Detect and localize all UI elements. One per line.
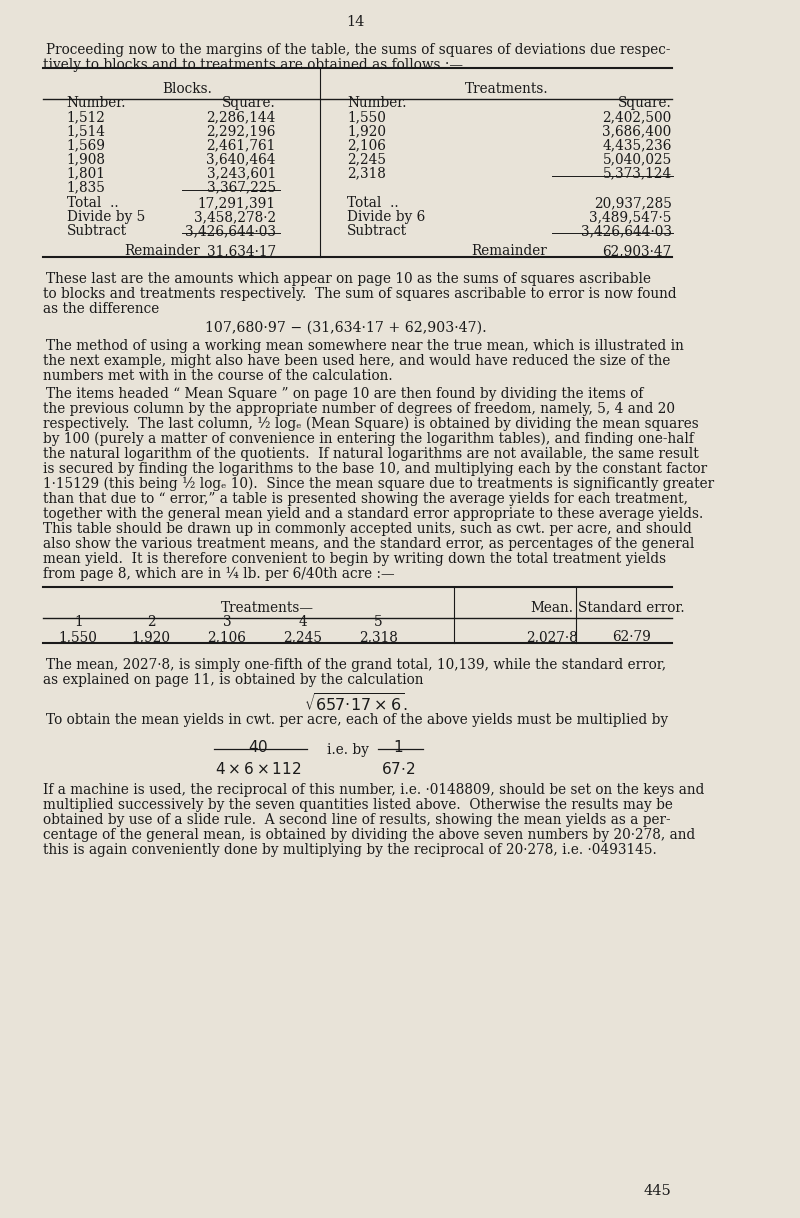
Text: 20,937,285: 20,937,285: [594, 196, 672, 209]
Text: obtained by use of a slide rule.  A second line of results, showing the mean yie: obtained by use of a slide rule. A secon…: [42, 812, 670, 827]
Text: from page 8, which are in ¼ lb. per 6/40th acre :—: from page 8, which are in ¼ lb. per 6/40…: [42, 568, 394, 581]
Text: 1,801: 1,801: [66, 166, 106, 180]
Text: Remainder: Remainder: [471, 244, 547, 258]
Text: Proceeding now to the margins of the table, the sums of squares of deviations du: Proceeding now to the margins of the tab…: [46, 43, 670, 57]
Text: 3,489,547·5: 3,489,547·5: [590, 209, 672, 224]
Text: Remainder: Remainder: [125, 244, 200, 258]
Text: $67{\cdot}2$: $67{\cdot}2$: [382, 761, 416, 777]
Text: multiplied successively by the seven quantities listed above.  Otherwise the res: multiplied successively by the seven qua…: [42, 798, 673, 812]
Text: Subtract: Subtract: [66, 224, 127, 238]
Text: 1,835: 1,835: [66, 180, 106, 194]
Text: Total  ..: Total ..: [347, 196, 398, 209]
Text: 3,686,400: 3,686,400: [602, 124, 672, 138]
Text: Square.: Square.: [222, 96, 276, 110]
Text: 3,640,464: 3,640,464: [206, 152, 276, 166]
Text: as explained on page 11, is obtained by the calculation: as explained on page 11, is obtained by …: [42, 674, 423, 687]
Text: this is again conveniently done by multiplying by the reciprocal of 20·278, i.e.: this is again conveniently done by multi…: [42, 843, 657, 857]
Text: This table should be drawn up in commonly accepted units, such as cwt. per acre,: This table should be drawn up in commonl…: [42, 523, 691, 536]
Text: 5,373,124: 5,373,124: [602, 166, 672, 180]
Text: to blocks and treatments respectively.  The sum of squares ascribable to error i: to blocks and treatments respectively. T…: [42, 287, 676, 301]
Text: 2,245: 2,245: [283, 630, 322, 644]
Text: 3,367,225: 3,367,225: [206, 180, 276, 194]
Text: 31,634·17: 31,634·17: [206, 244, 276, 258]
Text: 107,680·97 − (31,634·17 + 62,903·47).: 107,680·97 − (31,634·17 + 62,903·47).: [205, 322, 486, 335]
Text: If a machine is used, the reciprocal of this number, i.e. ·0148809, should be se: If a machine is used, the reciprocal of …: [42, 783, 704, 797]
Text: Subtract: Subtract: [347, 224, 407, 238]
Text: $4 \times 6 \times 112$: $4 \times 6 \times 112$: [214, 761, 301, 777]
Text: The mean, 2027·8, is simply one-fifth of the grand total, 10,139, while the stan: The mean, 2027·8, is simply one-fifth of…: [46, 658, 666, 672]
Text: tively to blocks and to treatments are obtained as follows :—: tively to blocks and to treatments are o…: [42, 58, 462, 72]
Text: 1,920: 1,920: [132, 630, 170, 644]
Text: 1,514: 1,514: [66, 124, 106, 138]
Text: 2,106: 2,106: [207, 630, 246, 644]
Text: also show the various treatment means, and the standard error, as percentages of: also show the various treatment means, a…: [42, 537, 694, 551]
Text: Number.: Number.: [66, 96, 126, 110]
Text: 2,286,144: 2,286,144: [206, 110, 276, 124]
Text: mean yield.  It is therefore convenient to begin by writing down the total treat: mean yield. It is therefore convenient t…: [42, 552, 666, 566]
Text: together with the general mean yield and a standard error appropriate to these a: together with the general mean yield and…: [42, 507, 703, 521]
Text: 2,245: 2,245: [347, 152, 386, 166]
Text: the next example, might also have been used here, and would have reduced the siz: the next example, might also have been u…: [42, 354, 670, 368]
Text: Divide by 6: Divide by 6: [347, 209, 425, 224]
Text: Blocks.: Blocks.: [162, 82, 212, 96]
Text: 445: 445: [644, 1184, 672, 1199]
Text: 3,426,644·03: 3,426,644·03: [185, 224, 276, 238]
Text: 1,569: 1,569: [66, 138, 106, 152]
Text: Number.: Number.: [347, 96, 406, 110]
Text: 3,426,644·03: 3,426,644·03: [581, 224, 672, 238]
Text: The method of using a working mean somewhere near the true mean, which is illust: The method of using a working mean somew…: [46, 339, 684, 353]
Text: 2,318: 2,318: [358, 630, 398, 644]
Text: 1,512: 1,512: [66, 110, 106, 124]
Text: by 100 (purely a matter of convenience in entering the logarithm tables), and fi: by 100 (purely a matter of convenience i…: [42, 432, 694, 446]
Text: 17,291,391: 17,291,391: [198, 196, 276, 209]
Text: 1,550: 1,550: [59, 630, 98, 644]
Text: 2,318: 2,318: [347, 166, 386, 180]
Text: Standard error.: Standard error.: [578, 600, 685, 615]
Text: 14: 14: [346, 15, 365, 29]
Text: 4,435,236: 4,435,236: [602, 138, 672, 152]
Text: 1,920: 1,920: [347, 124, 386, 138]
Text: The items headed “ Mean Square ” on page 10 are then found by dividing the items: The items headed “ Mean Square ” on page…: [46, 387, 644, 401]
Text: the previous column by the appropriate number of degrees of freedom, namely, 5, : the previous column by the appropriate n…: [42, 402, 674, 417]
Text: numbers met with in the course of the calculation.: numbers met with in the course of the ca…: [42, 369, 392, 382]
Text: is secured by finding the logarithms to the base 10, and multiplying each by the: is secured by finding the logarithms to …: [42, 462, 707, 476]
Text: 4: 4: [298, 615, 307, 628]
Text: Square.: Square.: [618, 96, 672, 110]
Text: 2,402,500: 2,402,500: [602, 110, 672, 124]
Text: $40$: $40$: [248, 739, 268, 755]
Text: Divide by 5: Divide by 5: [66, 209, 145, 224]
Text: i.e. by: i.e. by: [327, 743, 370, 758]
Text: Treatments.: Treatments.: [466, 82, 549, 96]
Text: To obtain the mean yields in cwt. per acre, each of the above yields must be mul: To obtain the mean yields in cwt. per ac…: [46, 713, 668, 727]
Text: 1·15129 (this being ½ logₑ 10).  Since the mean square due to treatments is sign: 1·15129 (this being ½ logₑ 10). Since th…: [42, 477, 714, 491]
Text: Mean.: Mean.: [530, 600, 573, 615]
Text: 3,458,278·2: 3,458,278·2: [194, 209, 276, 224]
Text: Total  ..: Total ..: [66, 196, 118, 209]
Text: 2,461,761: 2,461,761: [206, 138, 276, 152]
Text: These last are the amounts which appear on page 10 as the sums of squares ascrib: These last are the amounts which appear …: [46, 272, 651, 286]
Text: than that due to “ error,” a table is presented showing the average yields for e: than that due to “ error,” a table is pr…: [42, 492, 688, 505]
Text: 1: 1: [74, 615, 82, 628]
Text: $\sqrt{657{\cdot}17 \times 6}.$: $\sqrt{657{\cdot}17 \times 6}.$: [304, 694, 408, 716]
Text: respectively.  The last column, ½ logₑ (Mean Square) is obtained by dividing the: respectively. The last column, ½ logₑ (M…: [42, 417, 698, 431]
Text: the natural logarithm of the quotients.  If natural logarithms are not available: the natural logarithm of the quotients. …: [42, 447, 698, 460]
Text: 62,903·47: 62,903·47: [602, 244, 672, 258]
Text: 1,908: 1,908: [66, 152, 106, 166]
Text: 2,106: 2,106: [347, 138, 386, 152]
Text: 5: 5: [374, 615, 382, 628]
Text: 3,243,601: 3,243,601: [206, 166, 276, 180]
Text: centage of the general mean, is obtained by dividing the above seven numbers by : centage of the general mean, is obtained…: [42, 828, 695, 842]
Text: 3: 3: [222, 615, 231, 628]
Text: as the difference: as the difference: [42, 302, 159, 315]
Text: $1$: $1$: [394, 739, 404, 755]
Text: 2: 2: [147, 615, 155, 628]
Text: 5,040,025: 5,040,025: [602, 152, 672, 166]
Text: Treatments—: Treatments—: [220, 600, 314, 615]
Text: 1,550: 1,550: [347, 110, 386, 124]
Text: 2,292,196: 2,292,196: [206, 124, 276, 138]
Text: 2,027·8: 2,027·8: [526, 630, 578, 644]
Text: 62·79: 62·79: [612, 630, 651, 644]
